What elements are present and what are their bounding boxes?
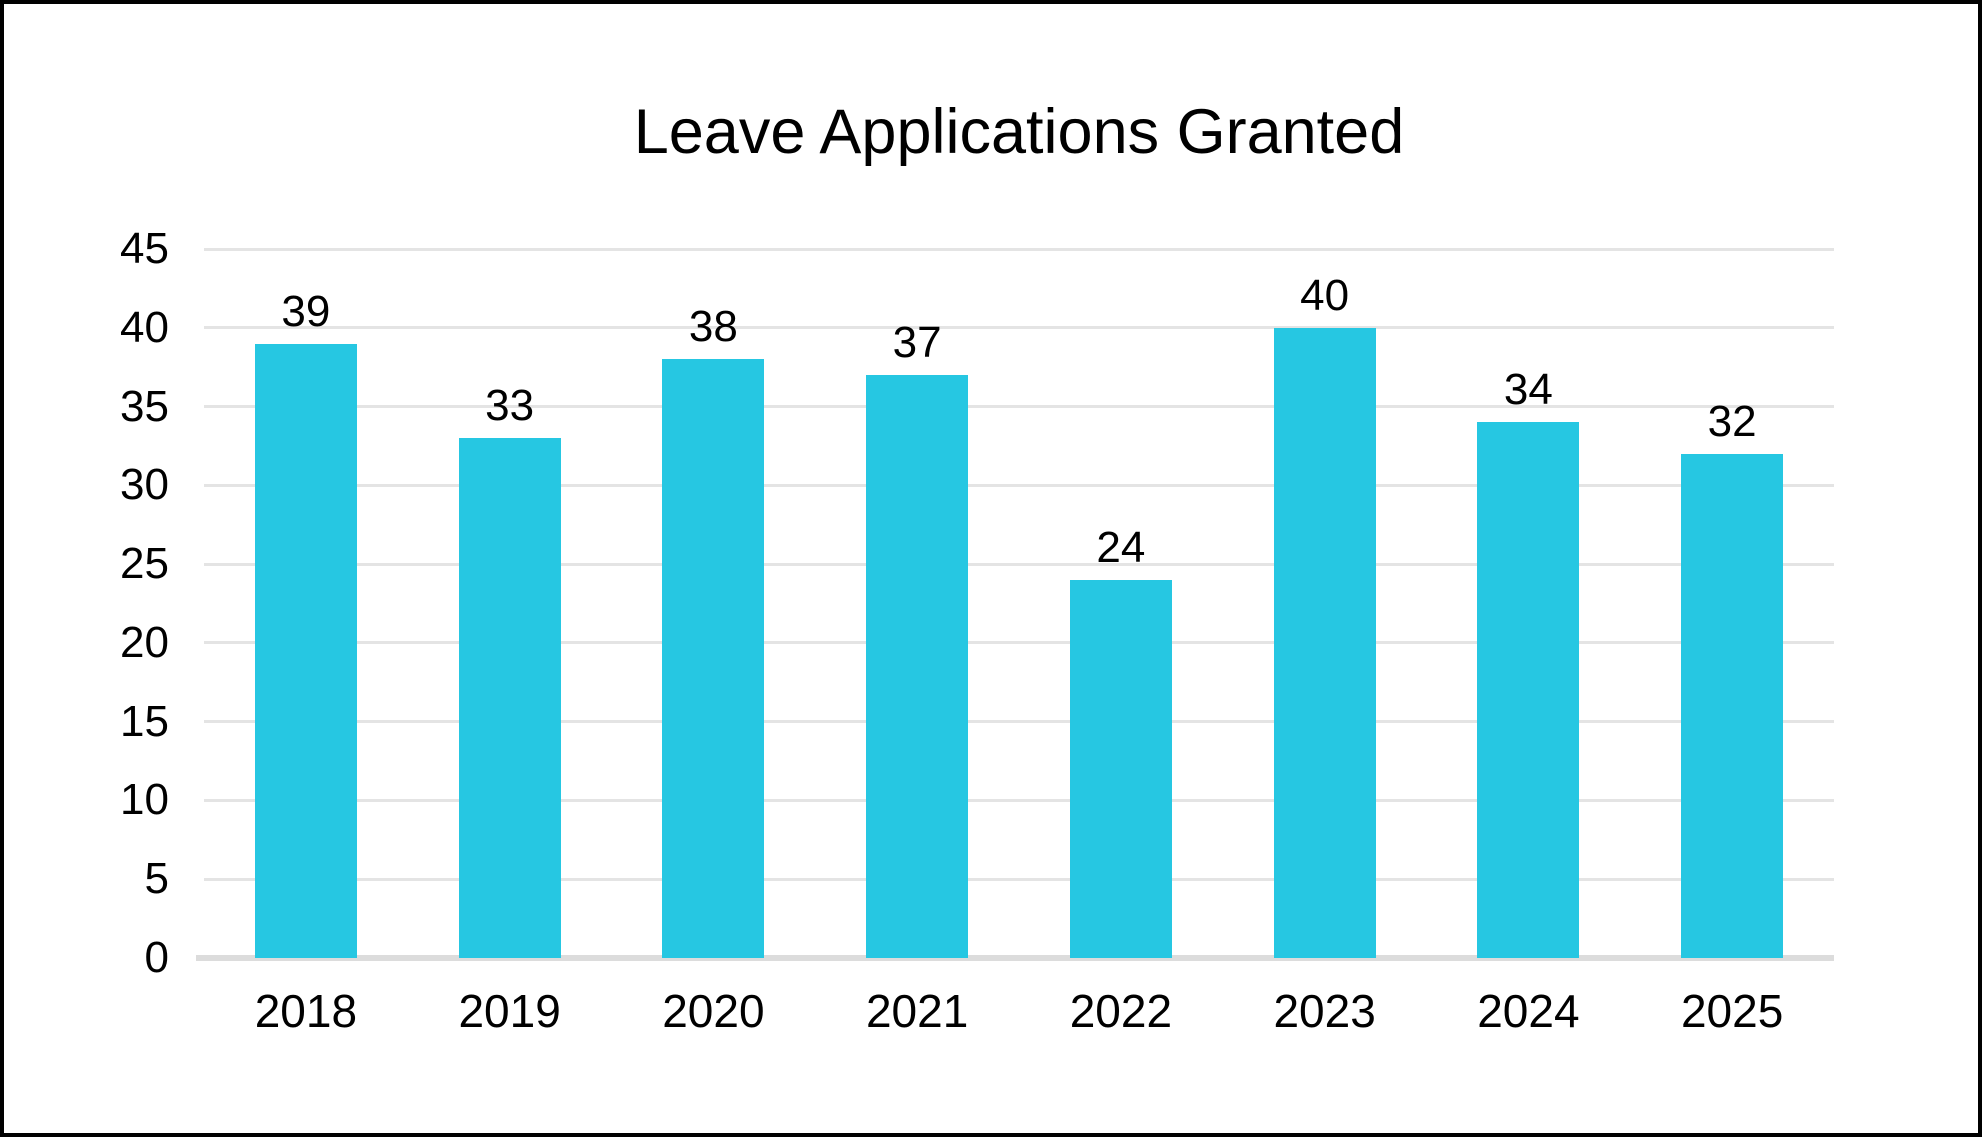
- x-tick-label-2025: 2025: [1680, 985, 1784, 1037]
- plot-area: 39 33 38 37 24 40 34 32: [196, 247, 1834, 961]
- bar-value-label-2018: 39: [281, 286, 331, 336]
- bar-value-label-2024: 34: [1503, 365, 1553, 415]
- y-tick-label: 20: [120, 617, 169, 667]
- bar-value-label-2019: 33: [485, 381, 535, 431]
- gridline-y5: [204, 877, 1834, 881]
- bar-2023: [1273, 327, 1376, 958]
- bar-value-label-2023: 40: [1300, 270, 1350, 320]
- gridline-y45: [204, 247, 1834, 251]
- x-tick-label-2018: 2018: [254, 985, 358, 1037]
- bar-value-label-2022: 24: [1096, 522, 1146, 572]
- bar-2022: [1069, 579, 1172, 958]
- bar-2020: [662, 359, 765, 958]
- x-tick-label-2024: 2024: [1477, 985, 1580, 1037]
- bar-value-label-2025: 32: [1707, 396, 1757, 446]
- gridline-y40: [204, 326, 1834, 330]
- gridline-y20: [204, 641, 1834, 645]
- x-tick-label-2022: 2022: [1069, 985, 1173, 1037]
- gridline-y25: [204, 562, 1834, 566]
- gridline-y30: [204, 483, 1834, 487]
- y-tick-label: 40: [120, 302, 169, 352]
- x-tick-label-2023: 2023: [1273, 985, 1376, 1037]
- chart-title: Leave Applications Granted: [633, 97, 1405, 167]
- bar-2024: [1477, 422, 1580, 958]
- bar-value-label-2021: 37: [892, 318, 942, 368]
- y-axis-labels: 0 5 10 15 20 25 30 35 40 45: [4, 227, 169, 980]
- bar-2018: [254, 343, 357, 958]
- x-axis-labels: 2018 2019 2020 2021 2022 2023 2024 2025: [204, 980, 1834, 1050]
- gridline-y10: [204, 798, 1834, 802]
- x-axis-line: [196, 955, 1834, 961]
- bar-2019: [458, 438, 561, 958]
- bar-2025: [1681, 453, 1784, 958]
- y-tick-label: 0: [144, 933, 169, 982]
- bar-2021: [866, 375, 969, 958]
- y-tick-label: 30: [120, 460, 169, 510]
- gridline-y35: [204, 405, 1834, 409]
- y-tick-label: 5: [144, 854, 169, 904]
- x-tick-label-2021: 2021: [865, 985, 969, 1037]
- bar-value-label-2020: 38: [688, 302, 738, 352]
- y-tick-label: 10: [120, 775, 169, 825]
- y-tick-label: 15: [120, 696, 169, 746]
- gridline-y15: [204, 720, 1834, 724]
- y-tick-label: 35: [120, 381, 169, 431]
- y-tick-label: 25: [120, 539, 169, 589]
- x-tick-label-2019: 2019: [458, 985, 561, 1037]
- x-tick-label-2020: 2020: [662, 985, 765, 1037]
- y-tick-label: 45: [120, 224, 169, 273]
